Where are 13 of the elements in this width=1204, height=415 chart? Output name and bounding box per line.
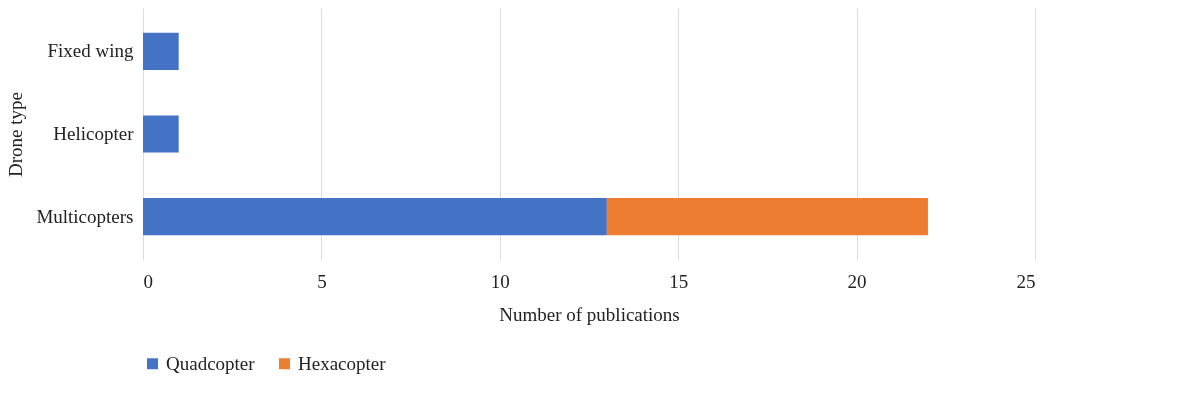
x-tick-label: 15 (669, 270, 689, 292)
x-tick-label: 10 (490, 270, 510, 292)
x-tick-label: 0 (143, 270, 153, 292)
y-tick-label: Multicopters (36, 205, 134, 227)
y-tick-label: Fixed wing (47, 40, 134, 62)
x-tick-label: 5 (317, 270, 327, 292)
legend-label: Quadcopter (166, 352, 256, 374)
y-tick-label: Helicopter (53, 123, 135, 144)
y-axis-title: Drone type (5, 92, 27, 177)
x-tick-label: 20 (847, 270, 867, 292)
legend-label: Hexacopter (298, 352, 387, 374)
x-tick-label: 25 (1016, 270, 1036, 292)
x-axis-title: Number of publications (499, 303, 680, 325)
